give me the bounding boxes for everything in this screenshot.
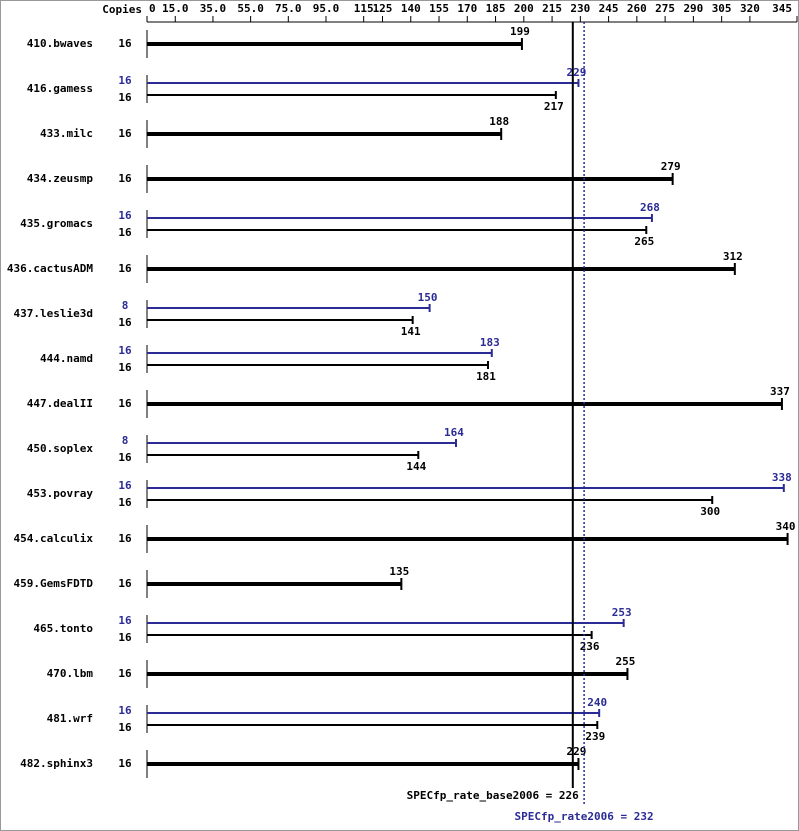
- x-tick-label: 155: [429, 2, 449, 15]
- copies-header: Copies: [102, 3, 142, 16]
- x-tick-label: 170: [457, 2, 477, 15]
- value-label: 217: [544, 100, 564, 113]
- value-label: 141: [401, 325, 421, 338]
- value-label: 164: [444, 426, 464, 439]
- x-tick-label: 125: [373, 2, 393, 15]
- copies: 8: [122, 434, 129, 447]
- benchmark-name: 481.wrf: [47, 712, 93, 725]
- value-label: 135: [389, 565, 409, 578]
- x-tick-label: 320: [740, 2, 760, 15]
- copies: 16: [118, 209, 132, 222]
- value-label: 340: [776, 520, 796, 533]
- value-label: 199: [510, 25, 530, 38]
- x-tick-label: 15.0: [162, 2, 189, 15]
- x-tick-label: 75.0: [275, 2, 302, 15]
- value-label: 312: [723, 250, 743, 263]
- copies: 16: [118, 397, 132, 410]
- value-label: 240: [587, 696, 607, 709]
- value-label: 338: [772, 471, 792, 484]
- value-label: 229: [567, 66, 587, 79]
- value-label: 268: [640, 201, 660, 214]
- x-tick-label: 55.0: [237, 2, 264, 15]
- benchmark-name: 410.bwaves: [27, 37, 93, 50]
- value-label: 183: [480, 336, 500, 349]
- copies: 16: [118, 226, 132, 239]
- x-tick-label: 290: [683, 2, 703, 15]
- copies: 16: [118, 74, 132, 87]
- copies: 16: [118, 262, 132, 275]
- value-label: 255: [615, 655, 635, 668]
- benchmark-name: 436.cactusADM: [7, 262, 93, 275]
- copies: 16: [118, 344, 132, 357]
- copies: 16: [118, 172, 132, 185]
- value-label: 188: [489, 115, 509, 128]
- copies: 16: [118, 532, 132, 545]
- benchmark-name: 482.sphinx3: [20, 757, 93, 770]
- benchmark-name: 459.GemsFDTD: [14, 577, 94, 590]
- copies: 16: [118, 479, 132, 492]
- x-tick-label: 95.0: [313, 2, 340, 15]
- benchmark-name: 434.zeusmp: [27, 172, 94, 185]
- x-tick-label: 185: [486, 2, 506, 15]
- benchmark-name: 416.gamess: [27, 82, 93, 95]
- value-label: 300: [700, 505, 720, 518]
- x-tick-label: 35.0: [200, 2, 227, 15]
- value-label: 279: [661, 160, 681, 173]
- x-tick-label: 305: [712, 2, 732, 15]
- value-label: 253: [612, 606, 632, 619]
- x-tick-label: 245: [599, 2, 619, 15]
- copies: 16: [118, 91, 132, 104]
- x-tick-label: 200: [514, 2, 534, 15]
- value-label: 144: [406, 460, 426, 473]
- copies: 16: [118, 667, 132, 680]
- copies: 16: [118, 704, 132, 717]
- copies: 16: [118, 127, 132, 140]
- benchmark-name: 465.tonto: [33, 622, 93, 635]
- copies: 16: [118, 316, 132, 329]
- benchmark-name: 435.gromacs: [20, 217, 93, 230]
- x-tick-label: 0: [149, 2, 156, 15]
- x-tick-label: 275: [655, 2, 675, 15]
- benchmark-name: 470.lbm: [47, 667, 94, 680]
- benchmark-name: 437.leslie3d: [14, 307, 93, 320]
- value-label: 229: [567, 745, 587, 758]
- copies: 16: [118, 614, 132, 627]
- benchmark-name: 433.milc: [40, 127, 93, 140]
- benchmark-name: 453.povray: [27, 487, 94, 500]
- x-tick-label: 215: [542, 2, 562, 15]
- benchmark-name: 454.calculix: [14, 532, 94, 545]
- x-tick-label: 230: [570, 2, 590, 15]
- x-tick-label: 260: [627, 2, 647, 15]
- value-label: 239: [585, 730, 605, 743]
- benchmark-name: 450.soplex: [27, 442, 94, 455]
- x-tick-label: 140: [401, 2, 421, 15]
- copies: 16: [118, 577, 132, 590]
- benchmark-name: 444.namd: [40, 352, 93, 365]
- x-tick-label: 115: [354, 2, 374, 15]
- value-label: 150: [418, 291, 438, 304]
- reference-label: SPECfp_rate2006 = 232: [515, 810, 654, 823]
- value-label: 265: [634, 235, 654, 248]
- x-tick-label: 345: [772, 2, 792, 15]
- copies: 16: [118, 757, 132, 770]
- copies: 8: [122, 299, 129, 312]
- copies: 16: [118, 721, 132, 734]
- benchmark-name: 447.dealII: [27, 397, 93, 410]
- copies: 16: [118, 361, 132, 374]
- copies: 16: [118, 37, 132, 50]
- value-label: 181: [476, 370, 496, 383]
- reference-label: SPECfp_rate_base2006 = 226: [407, 789, 580, 802]
- value-label: 337: [770, 385, 790, 398]
- value-label: 236: [580, 640, 600, 653]
- copies: 16: [118, 631, 132, 644]
- copies: 16: [118, 496, 132, 509]
- copies: 16: [118, 451, 132, 464]
